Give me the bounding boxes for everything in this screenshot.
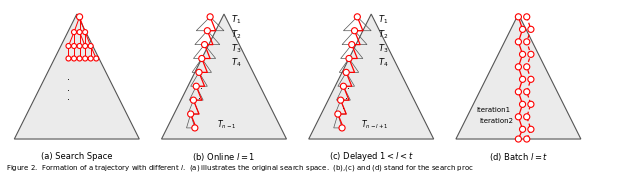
Circle shape (515, 39, 522, 45)
Text: .: . (198, 91, 200, 101)
Text: $T_4$: $T_4$ (378, 56, 388, 69)
Text: $T_{n-1}$: $T_{n-1}$ (217, 119, 237, 131)
Circle shape (528, 101, 534, 107)
Circle shape (77, 14, 83, 20)
Text: $T_3$: $T_3$ (378, 43, 388, 55)
Circle shape (515, 89, 522, 95)
Text: $T_3$: $T_3$ (231, 43, 241, 55)
Circle shape (524, 114, 530, 120)
Text: .: . (67, 92, 70, 102)
Circle shape (72, 56, 77, 61)
Text: .: . (200, 81, 204, 91)
Text: $T_{n-l+1}$: $T_{n-l+1}$ (362, 119, 389, 131)
Circle shape (351, 28, 358, 34)
Circle shape (528, 76, 534, 82)
Text: $T_4$: $T_4$ (231, 56, 241, 69)
Circle shape (66, 43, 71, 48)
Circle shape (83, 56, 88, 61)
Circle shape (520, 101, 525, 107)
Circle shape (338, 97, 344, 103)
Text: .: . (342, 101, 345, 111)
Circle shape (72, 30, 77, 35)
Circle shape (335, 111, 341, 117)
Circle shape (515, 64, 522, 70)
Polygon shape (308, 14, 434, 139)
Circle shape (528, 26, 534, 32)
Circle shape (524, 89, 530, 95)
Circle shape (515, 114, 522, 120)
Circle shape (202, 41, 207, 48)
Circle shape (520, 51, 525, 57)
Text: .: . (348, 81, 351, 91)
Circle shape (524, 39, 530, 45)
Text: .: . (345, 91, 348, 101)
Text: $T_2$: $T_2$ (231, 29, 241, 41)
Circle shape (199, 55, 205, 62)
Text: .: . (195, 101, 198, 111)
Circle shape (520, 26, 525, 32)
Circle shape (528, 51, 534, 57)
Text: (d) Batch $l = t$: (d) Batch $l = t$ (489, 151, 548, 163)
Circle shape (515, 136, 522, 142)
Circle shape (66, 56, 71, 61)
Circle shape (77, 56, 82, 61)
Text: $T_1$: $T_1$ (378, 13, 388, 26)
Circle shape (77, 43, 82, 48)
Circle shape (339, 125, 345, 131)
Circle shape (83, 43, 88, 48)
Polygon shape (14, 14, 140, 139)
Circle shape (207, 14, 213, 20)
Text: $T_1$: $T_1$ (231, 13, 241, 26)
Circle shape (520, 76, 525, 82)
Text: (b) Online $l = 1$: (b) Online $l = 1$ (193, 151, 255, 163)
Text: (a) Search Space: (a) Search Space (41, 152, 113, 161)
Circle shape (355, 14, 360, 20)
Circle shape (343, 69, 349, 75)
Circle shape (520, 126, 525, 132)
Circle shape (77, 30, 82, 35)
Circle shape (192, 125, 198, 131)
Text: Iteration1: Iteration1 (477, 107, 511, 113)
Text: $T_2$: $T_2$ (378, 29, 388, 41)
Circle shape (515, 14, 522, 20)
Text: Iteration2: Iteration2 (479, 118, 513, 124)
Text: (c) Delayed $1 < l < t$: (c) Delayed $1 < l < t$ (329, 150, 413, 163)
Circle shape (93, 56, 99, 61)
Circle shape (83, 30, 88, 35)
Circle shape (204, 28, 211, 34)
Circle shape (193, 83, 199, 89)
Circle shape (349, 41, 355, 48)
Circle shape (196, 69, 202, 75)
Text: .: . (67, 72, 70, 82)
Polygon shape (456, 14, 581, 139)
Circle shape (524, 136, 530, 142)
Polygon shape (161, 14, 287, 139)
Circle shape (346, 55, 352, 62)
Circle shape (88, 56, 93, 61)
Circle shape (88, 43, 93, 48)
Circle shape (524, 14, 530, 20)
Text: .: . (67, 83, 70, 93)
Circle shape (191, 97, 196, 103)
Text: Figure 2.  Formation of a trajectory with different $l$.  (a) illustrates the or: Figure 2. Formation of a trajectory with… (6, 163, 474, 173)
Circle shape (72, 43, 77, 48)
Circle shape (340, 83, 346, 89)
Circle shape (188, 111, 194, 117)
Circle shape (528, 126, 534, 132)
Circle shape (524, 64, 530, 70)
